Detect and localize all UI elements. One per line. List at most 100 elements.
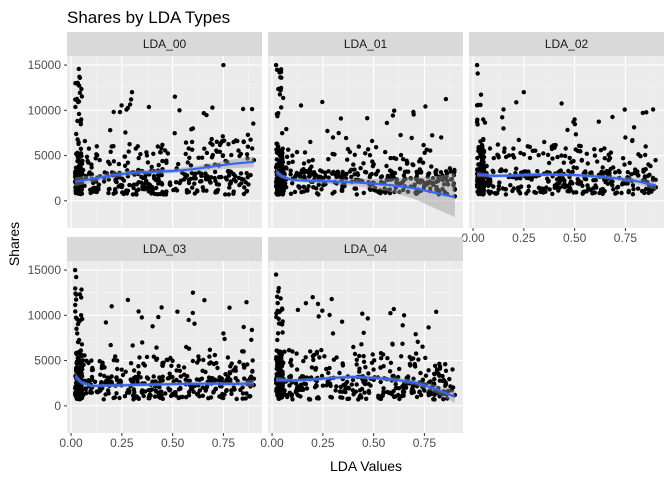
data-point [474,62,480,68]
data-point [244,171,249,176]
data-point [409,135,414,141]
data-point [347,149,353,155]
data-point [397,396,402,402]
data-point [632,171,637,176]
data-point [225,169,231,174]
data-point [449,176,454,182]
data-point [369,138,375,144]
data-point [352,152,357,157]
data-point [434,390,439,395]
data-point [335,170,341,176]
data-point [275,164,280,169]
data-point [186,317,191,323]
data-point [156,181,161,186]
data-point [146,104,152,110]
data-point [441,182,447,187]
data-point [411,112,416,117]
data-point [147,392,153,397]
data-point [478,181,483,186]
data-point [173,186,178,192]
data-point [111,109,116,115]
data-point [225,355,231,360]
data-point [245,362,250,367]
data-point [183,151,188,157]
data-point [449,388,454,393]
data-point [241,139,246,145]
data-point [501,107,506,112]
data-point [432,376,437,382]
data-point [552,185,557,190]
data-point [241,324,246,330]
data-point [648,163,653,169]
data-point [362,381,367,386]
data-point [345,157,350,162]
data-point [567,155,572,161]
data-point [280,131,285,136]
data-point [155,172,161,177]
data-point [222,336,227,342]
data-point [156,314,161,320]
data-point [275,331,281,336]
data-point [78,348,84,353]
data-point [426,171,431,177]
data-point [152,191,158,197]
data-point [125,174,131,179]
data-point [476,102,481,108]
data-point [353,177,358,182]
data-point [500,115,505,120]
data-point [643,144,648,149]
smooth-line [275,171,456,199]
data-point [478,161,483,167]
data-point [172,94,178,99]
data-point [510,188,515,194]
data-point [414,191,419,196]
data-point [501,126,506,131]
data-point [592,153,598,158]
data-point [358,166,363,171]
data-point [133,146,138,151]
data-point [233,365,238,370]
data-point [590,191,595,196]
data-point [176,363,181,369]
data-point [214,182,220,187]
data-point [594,185,599,190]
data-point [248,375,253,381]
data-point [81,167,86,173]
data-point [510,153,516,158]
data-point [245,144,251,149]
data-point [414,394,420,400]
data-point [106,187,112,192]
data-point [275,337,280,343]
data-point [74,370,79,375]
data-point [496,187,501,192]
x-tick-label: 0.25 [311,436,335,450]
data-point [352,172,357,177]
data-point [170,391,175,397]
data-point [131,368,137,373]
data-point [447,166,453,171]
data-point [482,120,488,125]
data-point [164,189,169,194]
data-point [140,186,145,192]
data-point [346,385,351,390]
data-point [108,342,113,348]
data-point [195,360,200,365]
data-point [159,180,164,186]
facet-strip [67,32,262,56]
data-point [340,186,345,191]
data-point [316,175,321,180]
data-point [413,332,418,337]
data-point [139,315,144,320]
data-point [297,172,302,177]
data-point [572,117,577,122]
data-point [294,351,299,356]
facet-lda-03: LDA_03 0 5000 10000 15000 0.00 0.25 0.50 0.75 [28,237,262,450]
data-point [320,308,325,313]
data-point [388,360,394,365]
data-point [452,169,457,175]
data-point [190,185,195,190]
data-point [249,106,255,112]
data-point [442,189,447,194]
data-point [591,178,596,183]
data-point [140,340,145,345]
